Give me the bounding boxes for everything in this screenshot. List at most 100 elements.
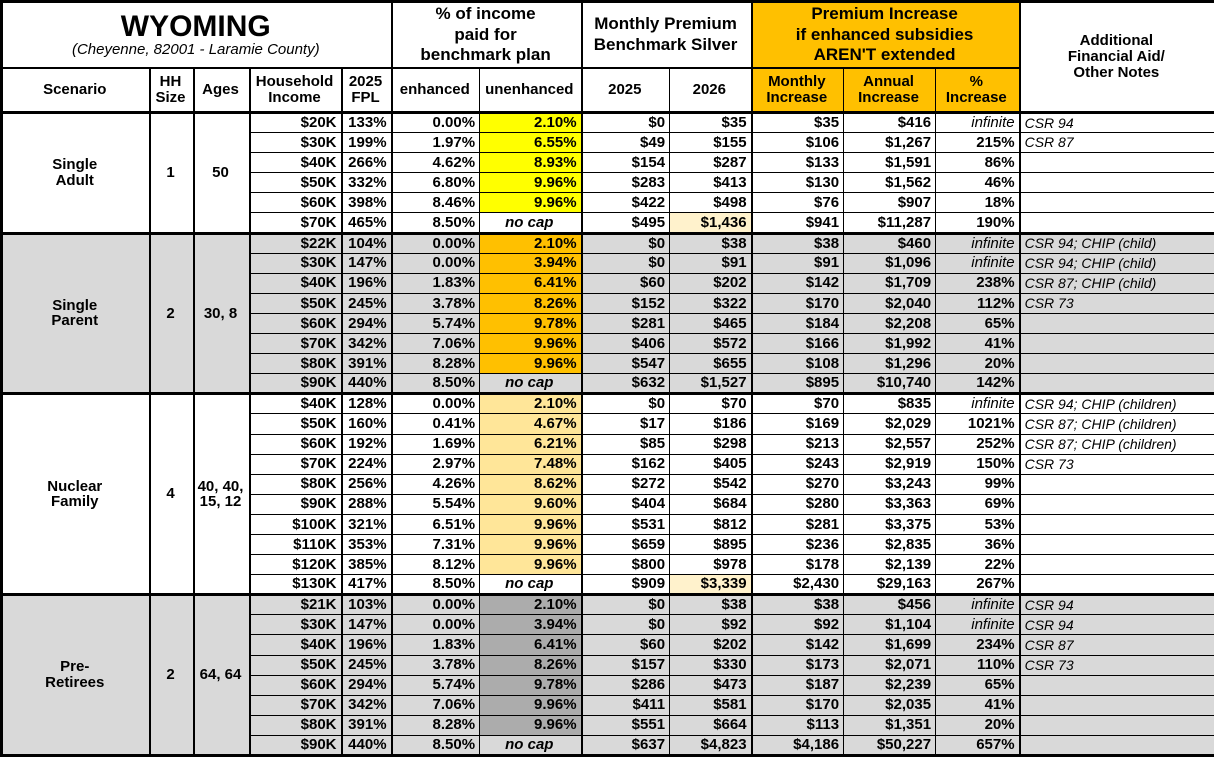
household-income-value: $50K (249, 292, 343, 314)
annual-increase-value: $2,040 (843, 292, 937, 314)
notes-value (1019, 513, 1214, 535)
ages-value: 64, 64 (193, 593, 251, 756)
premium-2026-value: $70 (669, 392, 753, 415)
fpl-percent-value: 294% (340, 674, 393, 696)
monthly-increase-value: $170 (751, 694, 845, 716)
notes-value: CSR 94 (1019, 593, 1214, 616)
premium-2026-value: $405 (669, 453, 753, 475)
premium-2025-value: $0 (581, 614, 671, 636)
fpl-percent-value: 391% (340, 714, 393, 736)
household-income-value: $40K (249, 634, 343, 656)
household-income-value: $80K (249, 353, 343, 375)
pct-increase-value: 41% (935, 333, 1021, 355)
unenhanced-percent-value: 9.96% (479, 172, 583, 194)
enhanced-percent-value: 5.74% (391, 674, 481, 696)
premium-2026-value: $4,823 (669, 734, 753, 757)
household-income-value: $90K (249, 373, 343, 395)
monthly-increase-value: $280 (751, 493, 845, 515)
premium-2025-value: $281 (581, 312, 671, 335)
enhanced-percent-value: 8.12% (391, 554, 481, 576)
premium-2026-value: $202 (669, 272, 753, 294)
fpl-percent-value: 332% (340, 172, 393, 194)
premium-2025-value: $422 (581, 192, 671, 214)
household-income-value: $22K (249, 231, 343, 254)
annual-increase-value: $1,699 (843, 634, 937, 656)
unenhanced-percent-value: 2.10% (479, 392, 583, 415)
fpl-percent-value: 342% (340, 333, 393, 355)
premium-2025-value: $406 (581, 333, 671, 355)
household-income-value: $100K (249, 513, 343, 535)
enhanced-percent-value: 0.41% (391, 413, 481, 435)
household-income-value: $50K (249, 413, 343, 435)
unenhanced-percent-value: 6.21% (479, 433, 583, 455)
monthly-increase-value: $133 (751, 152, 845, 174)
premium-2025-value: $659 (581, 533, 671, 556)
fpl-percent-value: 192% (340, 433, 393, 455)
pct-increase-value: 46% (935, 172, 1021, 194)
annual-increase-value: $456 (843, 593, 937, 616)
pct-increase-value: infinite (935, 231, 1021, 254)
enhanced-percent-value: 0.00% (391, 231, 481, 254)
premium-2025-value: $49 (581, 132, 671, 154)
hh-size-value: 2 (149, 231, 195, 395)
col-header-monthly-increase: Monthly Increase (751, 66, 845, 113)
premium-2026-value: $473 (669, 674, 753, 696)
fpl-percent-value: 321% (340, 513, 393, 535)
scenario-label: Single Parent (1, 231, 151, 395)
pct-increase-value: 267% (935, 574, 1021, 596)
premium-2025-value: $0 (581, 392, 671, 415)
premium-2026-value: $895 (669, 533, 753, 556)
premium-2025-value: $800 (581, 554, 671, 576)
notes-value (1019, 353, 1214, 375)
premium-2026-value: $35 (669, 110, 753, 134)
premium-2025-value: $272 (581, 473, 671, 495)
enhanced-percent-value: 0.00% (391, 252, 481, 274)
pct-increase-value: 53% (935, 513, 1021, 535)
fpl-percent-value: 147% (340, 252, 393, 274)
monthly-increase-value: $76 (751, 192, 845, 214)
pct-increase-value: 112% (935, 292, 1021, 314)
annual-increase-value: $2,071 (843, 654, 937, 676)
premium-2025-value: $0 (581, 231, 671, 254)
unenhanced-percent-value: 8.62% (479, 473, 583, 495)
fpl-percent-value: 342% (340, 694, 393, 716)
pct-increase-value: 252% (935, 433, 1021, 455)
enhanced-percent-value: 6.80% (391, 172, 481, 194)
notes-value (1019, 714, 1214, 736)
premium-2025-value: $60 (581, 634, 671, 656)
monthly-increase-value: $187 (751, 674, 845, 696)
page-subtitle: (Cheyenne, 82001 - Laramie County) (71, 41, 320, 59)
pct-increase-value: 69% (935, 493, 1021, 515)
pct-increase-value: 18% (935, 192, 1021, 214)
title-block: WYOMING (Cheyenne, 82001 - Laramie Count… (0, 1, 393, 68)
pct-increase-value: infinite (935, 614, 1021, 636)
fpl-percent-value: 147% (340, 614, 393, 636)
unenhanced-percent-value: 9.96% (479, 513, 583, 535)
premium-2026-value: $581 (669, 694, 753, 716)
fpl-percent-value: 465% (340, 212, 393, 234)
annual-increase-value: $3,363 (843, 493, 937, 515)
monthly-increase-value: $4,186 (751, 734, 845, 757)
premium-2026-value: $287 (669, 152, 753, 174)
unenhanced-percent-value: 2.10% (479, 231, 583, 254)
pct-increase-value: 110% (935, 654, 1021, 676)
unenhanced-percent-value: 9.96% (479, 714, 583, 736)
unenhanced-percent-value: 2.10% (479, 593, 583, 616)
annual-increase-value: $2,035 (843, 694, 937, 716)
monthly-increase-value: $70 (751, 392, 845, 415)
unenhanced-percent-value: 3.94% (479, 614, 583, 636)
premium-2025-value: $0 (581, 593, 671, 616)
premium-2025-value: $283 (581, 172, 671, 194)
col-header-unenhanced: unenhanced (479, 66, 583, 113)
annual-increase-value: $2,139 (843, 554, 937, 576)
unenhanced-percent-value: 8.93% (479, 152, 583, 174)
pct-increase-value: 99% (935, 473, 1021, 495)
premium-2025-value: $17 (581, 413, 671, 435)
annual-increase-value: $2,239 (843, 674, 937, 696)
notes-value (1019, 694, 1214, 716)
enhanced-percent-value: 5.54% (391, 493, 481, 515)
monthly-increase-value: $270 (751, 473, 845, 495)
fpl-percent-value: 199% (340, 132, 393, 154)
premium-2025-value: $547 (581, 353, 671, 375)
annual-increase-value: $11,287 (843, 212, 937, 234)
